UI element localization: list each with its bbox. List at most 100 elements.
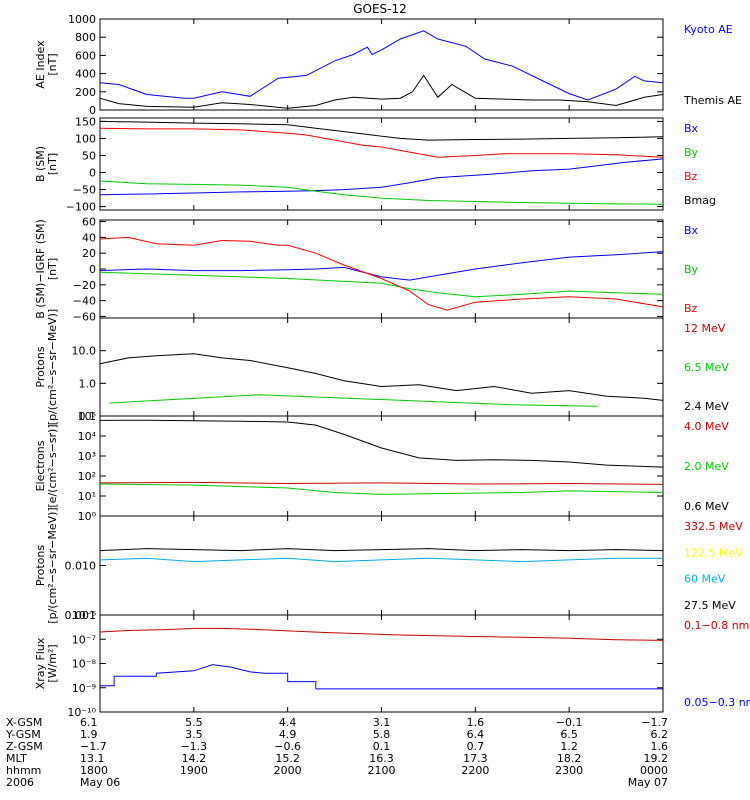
series-line-2 — [99, 236, 664, 311]
legend-entry: 12 MeV — [684, 322, 726, 335]
table-row-label: MLT — [6, 752, 27, 765]
table-cell: 6.1 — [80, 716, 98, 729]
y-tick-label: 10.0 — [72, 345, 97, 358]
series-line-1 — [99, 271, 664, 298]
y-axis-label: Electrons[e/(cm²−s−sr)] — [34, 424, 59, 507]
y-tick-label: 50 — [82, 149, 96, 162]
table-cell: 1900 — [180, 764, 208, 777]
y-tick-label: −60 — [73, 310, 96, 323]
y-tick-label: 10⁰ — [78, 510, 97, 523]
panel-frame — [99, 614, 664, 713]
table-cell: −1.7 — [80, 740, 107, 753]
legend-entry: 4.0 MeV — [684, 420, 729, 433]
legend-entry: 332.5 MeV — [684, 520, 743, 533]
legend-entry: By — [684, 146, 699, 159]
table-cell: 17.3 — [463, 752, 488, 765]
series-line-2 — [99, 557, 663, 563]
series-line-2 — [99, 127, 664, 158]
y-tick-label: 1.0 — [79, 377, 97, 390]
legend-entry: Bx — [684, 224, 699, 237]
y-axis-label: B (SM)[nT] — [34, 146, 59, 182]
y-tick-label: 10² — [78, 470, 96, 483]
y-axis-label: AE Index[nT] — [34, 40, 59, 89]
table-cell: 1800 — [80, 764, 108, 777]
y-tick-label: 0 — [89, 104, 96, 117]
series-line-0 — [99, 627, 664, 641]
table-cell: 6.2 — [651, 728, 669, 741]
table-cell: 19.2 — [644, 752, 669, 765]
table-cell: 4.9 — [279, 728, 297, 741]
y-tick-label: 10³ — [78, 450, 96, 463]
panel-6: 10⁻¹⁰ 10⁻⁹ 10⁻⁸ 10⁻⁷ 10⁻⁶ Xray Flux[W/m²] 0.1−… — [34, 609, 750, 719]
panel-frame — [99, 317, 664, 417]
legend-entry: Themis AE — [683, 94, 742, 107]
legend-entry: Kyoto AE — [684, 23, 733, 36]
y-tick-label: −40 — [73, 295, 96, 308]
table-cell: 3.1 — [373, 716, 391, 729]
panel-frame — [99, 117, 664, 211]
y-tick-label: 10⁻⁸ — [72, 658, 97, 671]
table-cell: 1.9 — [80, 728, 98, 741]
y-tick-label: −50 — [73, 184, 96, 197]
table-cell: 1.6 — [651, 740, 669, 753]
legend-entry: 6.5 MeV — [684, 361, 729, 374]
y-axis-label: Protons[p/(cm²−s−sr−MeV)] — [34, 507, 59, 623]
legend-entry: Bx — [684, 122, 699, 135]
y-tick-label: 600 — [75, 49, 96, 62]
table-row-label: Y-GSM — [5, 728, 41, 741]
y-tick-label: 800 — [75, 31, 96, 44]
table-cell: 1.6 — [467, 716, 485, 729]
series-line-2 — [99, 419, 664, 468]
y-tick-label: −20 — [73, 279, 96, 292]
legend-entry: 0.1−0.8 nm — [684, 619, 749, 632]
panel-3: 0.1 1.0 10.0 Protons[p/(cm²−s−sr−MeV)] 12 Me… — [34, 309, 729, 425]
chart-title: GOES-12 — [353, 2, 407, 16]
y-tick-label: 0.1 — [79, 410, 97, 423]
y-tick-label: 200 — [75, 86, 96, 99]
table-cell: 2300 — [555, 764, 583, 777]
panel-frame — [99, 415, 664, 517]
panel-0: 0 200 400 600 800 1000 AE Index[nT] Kyoto AE The… — [34, 13, 742, 117]
y-tick-label: 10⁻¹⁰ — [67, 706, 96, 719]
table-cell: 0.7 — [467, 740, 485, 753]
table-cell: 16.3 — [369, 752, 394, 765]
legend-entry: 2.4 MeV — [684, 400, 729, 413]
table-cell: 0000 — [640, 764, 668, 777]
series-line-3 — [99, 548, 664, 552]
y-tick-label: 150 — [75, 115, 96, 128]
series-line-1 — [109, 394, 598, 407]
series-line-1 — [99, 180, 664, 205]
series-line-3 — [99, 120, 664, 141]
y-axis-label: B (SM)−IGRF (SM)[nT] — [34, 219, 59, 319]
series-line-0 — [99, 158, 664, 196]
table-cell: −0.1 — [556, 716, 583, 729]
series-line-0 — [99, 481, 664, 485]
table-cell: 4.4 — [279, 716, 297, 729]
y-tick-label: 1000 — [68, 13, 96, 26]
table-cell: 6.4 — [467, 728, 485, 741]
y-tick-label: 400 — [75, 68, 96, 81]
table-cell: 6.5 — [560, 728, 578, 741]
legend-entry: Bz — [684, 170, 698, 183]
series-line-1 — [99, 74, 664, 109]
y-tick-label: 10⁻⁹ — [72, 682, 96, 695]
y-tick-label: 0 — [89, 167, 96, 180]
series-line-2 — [99, 353, 664, 401]
table-cell: 2200 — [461, 764, 489, 777]
series-line-1 — [99, 483, 664, 495]
table-cell: 2000 — [274, 764, 302, 777]
y-tick-label: 0.010 — [65, 560, 97, 573]
y-tick-label: 100 — [75, 132, 96, 145]
y-tick-label: 10⁵ — [78, 410, 96, 423]
y-tick-label: 40 — [82, 231, 96, 244]
legend-entry: 0.6 MeV — [684, 500, 729, 513]
table-cell: 14.2 — [182, 752, 207, 765]
table-row-label: hhmm — [6, 764, 41, 777]
y-tick-label: 10⁻⁶ — [72, 609, 97, 622]
y-tick-label: 60 — [82, 216, 96, 229]
y-tick-label: 20 — [82, 247, 96, 260]
legend-entry: 2.0 MeV — [684, 460, 729, 473]
panel-frame — [99, 515, 664, 616]
y-tick-label: 10⁴ — [78, 430, 97, 443]
table-cell: 1.2 — [560, 740, 578, 753]
